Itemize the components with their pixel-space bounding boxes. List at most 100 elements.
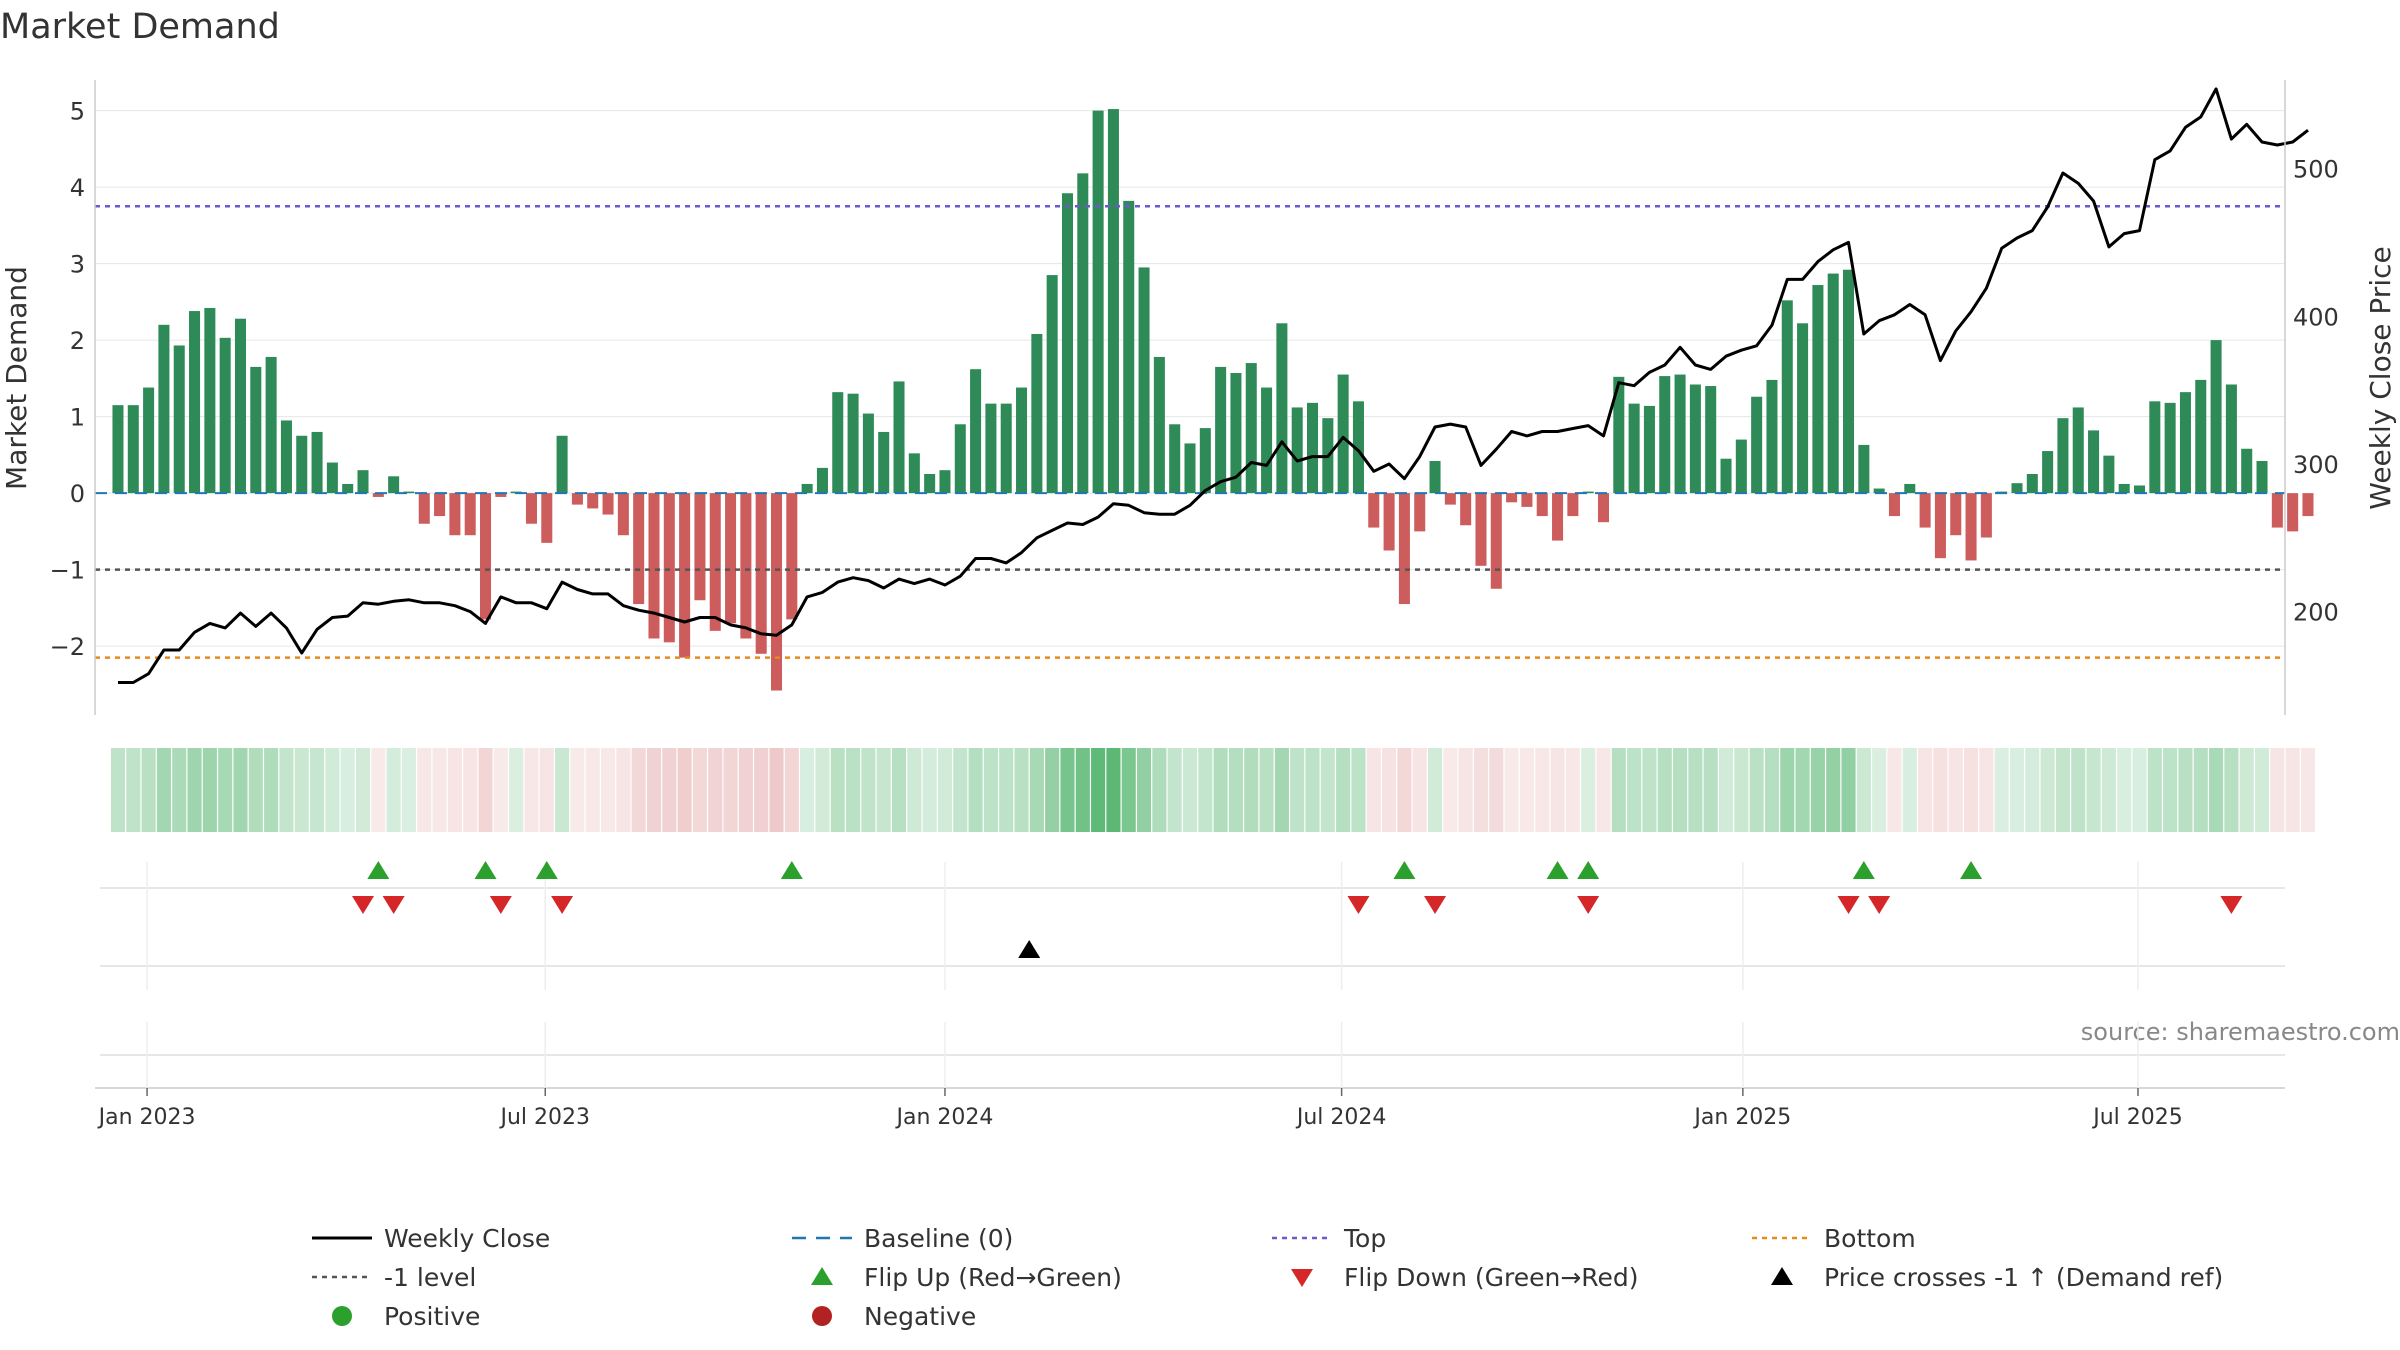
legend-label: Flip Up (Red→Green) — [864, 1263, 1122, 1292]
demand-bar-positive — [2241, 448, 2253, 494]
heat-cell — [769, 748, 784, 832]
heat-cell — [830, 748, 845, 832]
heat-cell — [141, 748, 156, 832]
heat-cell — [1136, 748, 1152, 832]
demand-bar-positive — [1628, 403, 1640, 494]
demand-bar-positive — [311, 431, 323, 494]
heat-cell — [1841, 748, 1856, 832]
heat-cell — [371, 748, 386, 832]
demand-bar-positive — [1169, 424, 1181, 494]
heat-cell — [1963, 748, 1979, 832]
demand-bar-negative — [525, 493, 537, 524]
demand-bar-positive — [1751, 396, 1763, 494]
heat-cell — [1749, 748, 1764, 832]
y2-tick-label: 200 — [2293, 599, 2339, 627]
demand-bar-positive — [1582, 491, 1594, 494]
heat-cell — [1504, 748, 1519, 832]
heat-cell — [1121, 748, 1136, 832]
heat-cell — [325, 748, 340, 832]
legend-item: -1 level — [312, 1263, 476, 1292]
legend-item: Top — [1272, 1224, 1386, 1253]
demand-bar-positive — [1230, 373, 1242, 494]
demand-bar-positive — [403, 491, 415, 494]
heat-cell — [509, 748, 524, 832]
demand-bar-negative — [372, 493, 384, 497]
legend-label: Bottom — [1824, 1224, 1916, 1253]
x-tick-label: Jul 2024 — [1295, 1105, 1387, 1130]
legend-label: Top — [1343, 1224, 1386, 1253]
heat-cell — [2193, 748, 2208, 832]
heat-cell — [187, 748, 202, 832]
legend-swatch-dot — [812, 1306, 832, 1326]
demand-bar-negative — [449, 493, 461, 536]
heat-cell — [677, 748, 692, 832]
demand-bar-negative — [2271, 493, 2283, 528]
heat-cell — [692, 748, 707, 832]
demand-bar-negative — [1567, 493, 1579, 517]
demand-bar-positive — [878, 431, 890, 494]
heat-cell — [631, 748, 646, 832]
flip-down-marker — [1577, 896, 1600, 914]
heat-cell — [202, 748, 217, 832]
demand-bar-negative — [725, 493, 737, 624]
flip-up-marker — [1960, 861, 1983, 879]
heat-cell — [2040, 748, 2055, 832]
heat-cell — [1305, 748, 1320, 832]
demand-bar-positive — [1659, 376, 1671, 494]
demand-bar-positive — [985, 403, 997, 494]
demand-bars — [112, 109, 2314, 691]
demand-bar-positive — [801, 483, 813, 494]
legend-label: Weekly Close — [384, 1224, 550, 1253]
demand-bar-positive — [1735, 439, 1747, 494]
demand-bar-positive — [1705, 386, 1717, 494]
demand-bar-negative — [617, 493, 629, 536]
flip-down-marker — [1837, 896, 1860, 914]
axes: 5 4 3 2 1 0 −1 −2 500 400 300 200 — [50, 80, 2339, 715]
flip-up-marker — [1393, 861, 1416, 879]
demand-bar-positive — [1016, 387, 1028, 494]
demand-bar-positive — [2011, 483, 2023, 494]
weekly-close-line — [118, 87, 2309, 684]
x-tick-label: Jan 2025 — [1692, 1105, 1791, 1130]
demand-bar-positive — [970, 369, 982, 494]
demand-bar-positive — [1184, 443, 1196, 494]
demand-bar-positive — [1291, 407, 1303, 494]
demand-bar-negative — [1980, 493, 1992, 538]
heat-cell — [1519, 748, 1534, 832]
demand-bar-positive — [1061, 193, 1073, 494]
heat-cell — [2009, 748, 2025, 832]
demand-bar-positive — [265, 356, 277, 494]
heat-cell — [432, 748, 447, 832]
demand-bar-positive — [1352, 401, 1364, 494]
demand-bar-positive — [1766, 379, 1778, 494]
legend: Weekly Close Baseline (0) Top Bottom -1 leve… — [312, 1224, 2223, 1331]
legend-label: -1 level — [384, 1263, 476, 1292]
heat-cell — [1106, 748, 1121, 832]
flip-down-marker — [1424, 896, 1447, 914]
heat-cell — [1029, 748, 1044, 832]
demand-bar-positive — [1123, 200, 1135, 494]
chart-title: Market Demand — [0, 7, 280, 47]
heat-cell — [1826, 748, 1841, 832]
demand-bar-negative — [1950, 493, 1962, 536]
demand-bar-positive — [1674, 374, 1686, 494]
heat-cell — [2254, 748, 2270, 832]
demand-bar-positive — [893, 381, 905, 494]
demand-bar-positive — [1812, 285, 1824, 494]
heat-cell — [1244, 748, 1259, 832]
heat-cell — [708, 748, 723, 832]
demand-bar-positive — [1107, 109, 1119, 494]
demand-bar-positive — [2118, 483, 2130, 494]
heat-cell — [248, 748, 263, 832]
demand-bar-positive — [1031, 334, 1043, 494]
heat-cell — [1979, 748, 1994, 832]
demand-bar-negative — [1506, 493, 1518, 503]
flip-up-marker — [1546, 861, 1569, 879]
heat-cell — [110, 748, 126, 832]
heat-cell — [310, 748, 325, 832]
demand-bar-positive — [388, 476, 400, 494]
flip-down-marker — [352, 896, 375, 914]
heat-cell — [1627, 748, 1642, 832]
x-tick-label: Jul 2025 — [2091, 1105, 2183, 1130]
